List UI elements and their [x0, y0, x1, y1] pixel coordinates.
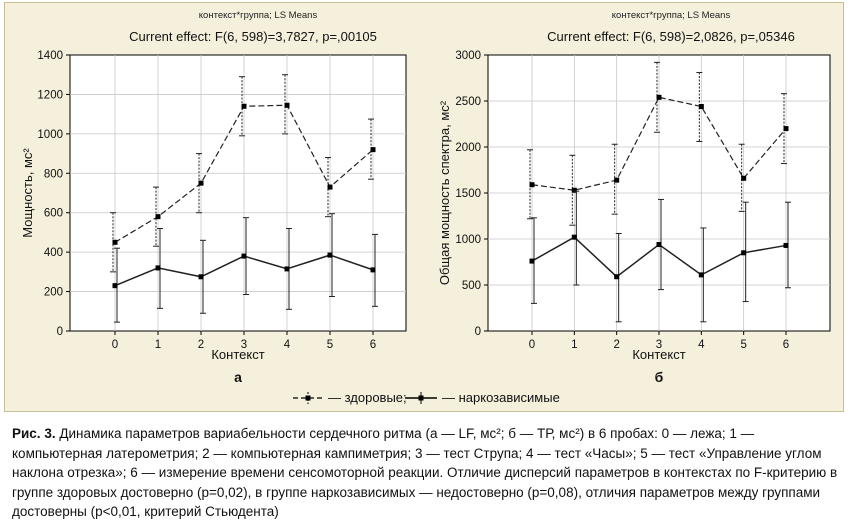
chart-b-ytick-label: 500	[462, 280, 481, 292]
chart-b-ylabel: Общая мощность спектра, мс²	[437, 100, 452, 285]
chart-b-healthy-point	[571, 187, 577, 193]
chart-b-addicted-point	[741, 250, 747, 256]
chart-a-xtick-label: 6	[370, 339, 376, 351]
chart-b-xlabel: Контекст	[632, 347, 685, 362]
chart-a-addicted-point	[284, 266, 290, 272]
chart-a-ytick-label: 800	[44, 168, 63, 180]
chart-b-ytick-label: 0	[475, 326, 481, 338]
chart-a-series	[110, 74, 378, 323]
chart-a-healthy-point	[284, 102, 290, 108]
chart-a: контекст*группа; LS Means Current effect…	[20, 10, 407, 385]
chart-a-addicted-point	[241, 253, 247, 259]
chart-b-addicted-point	[698, 272, 704, 278]
figure-panel: контекст*группа; LS Means Current effect…	[4, 2, 844, 412]
chart-a-xtick-label: 4	[284, 339, 291, 351]
chart-b-xtick-label: 5	[740, 339, 746, 351]
chart-a-ytick-label: 600	[44, 208, 63, 220]
chart-a-addicted-point	[327, 252, 333, 258]
chart-b-ytick-label: 1500	[455, 188, 481, 200]
chart-b-xtick-label: 6	[783, 339, 789, 351]
chart-b: контекст*группа; LS Means Current effect…	[437, 10, 831, 385]
chart-b-subtitle: Current effect: F(6, 598)=2,0826, p=,053…	[547, 29, 795, 44]
chart-b-ytick-label: 2000	[455, 142, 481, 154]
chart-a-xtick-label: 0	[112, 339, 118, 351]
chart-a-ylabel: Мощность, мс²	[20, 148, 35, 238]
chart-b-addicted-point	[614, 274, 620, 280]
figure-caption: Рис. 3. Динамика параметров вариабельнос…	[12, 424, 842, 522]
chart-b-xtick-label: 4	[698, 339, 705, 351]
chart-a-healthy-point	[241, 103, 247, 109]
chart-b-panel-label: б	[655, 369, 664, 385]
legend-addicted-label: — наркозависимые	[442, 390, 560, 405]
charts-canvas: контекст*группа; LS Means Current effect…	[20, 10, 831, 405]
chart-b-addicted-point	[783, 242, 789, 248]
chart-a-addicted-point	[370, 267, 376, 273]
chart-a-addicted-point	[112, 283, 118, 289]
chart-b-ytick-label: 2500	[455, 96, 481, 108]
legend-healthy-swatch	[293, 392, 323, 404]
chart-b-healthy-point	[698, 104, 704, 110]
chart-b-healthy-point	[783, 126, 789, 132]
legend: — здоровые; — наркозависимые	[293, 390, 560, 405]
chart-b-xtick-label: 2	[613, 339, 619, 351]
caption-label: Рис. 3.	[12, 426, 56, 441]
chart-a-xlabel: Контекст	[211, 347, 264, 362]
chart-a-healthy-point	[327, 184, 333, 190]
chart-b-healthy-point	[529, 182, 535, 188]
chart-a-panel-label: а	[234, 369, 242, 385]
chart-a-ytick-label: 1400	[37, 50, 63, 62]
chart-a-xtick-label: 5	[327, 339, 333, 351]
chart-b-addicted-point	[571, 234, 577, 240]
chart-a-addicted-point	[155, 265, 161, 271]
chart-a-title: контекст*группа; LS Means	[199, 10, 318, 21]
chart-b-x-ticks: 0 1 2 3 4 5 6	[529, 331, 789, 351]
chart-b-healthy-point	[656, 94, 662, 100]
chart-a-xtick-label: 3	[241, 339, 247, 351]
chart-b-healthy-point	[614, 177, 620, 183]
chart-a-y-ticks: 0 200 400 600 800 1000 1200 1400	[37, 50, 70, 338]
legend-addicted-swatch	[405, 392, 437, 404]
chart-b-addicted-point	[529, 258, 535, 264]
chart-a-addicted-point	[198, 274, 204, 280]
chart-b-y-ticks: 0 500 1000 1500 2000 2500 3000	[455, 50, 488, 338]
chart-a-healthy-point	[370, 147, 376, 153]
chart-b-series	[527, 61, 791, 323]
chart-a-subtitle: Current effect: F(6, 598)=3,7827, p=,001…	[129, 29, 377, 44]
legend-healthy-label: — здоровые;	[328, 390, 407, 405]
chart-a-ytick-label: 0	[57, 326, 63, 338]
chart-a-ytick-label: 1200	[37, 89, 63, 101]
chart-a-x-ticks: 0 1 2 3 4 5 6	[112, 331, 376, 351]
chart-b-addicted-point	[656, 242, 662, 248]
chart-b-ytick-label: 1000	[455, 234, 481, 246]
caption-text: Динамика параметров вариабельности серде…	[12, 426, 838, 519]
chart-a-plot-area	[69, 54, 407, 332]
chart-a-xtick-label: 2	[198, 339, 204, 351]
chart-a-ytick-label: 1000	[37, 129, 63, 141]
chart-a-healthy-point	[155, 214, 161, 220]
chart-b-xtick-label: 3	[656, 339, 662, 351]
chart-a-xtick-label: 1	[155, 339, 161, 351]
chart-b-ytick-label: 3000	[455, 50, 481, 62]
chart-a-ytick-label: 200	[44, 287, 63, 299]
chart-a-ytick-label: 400	[44, 247, 63, 259]
chart-a-healthy-point	[112, 239, 118, 245]
chart-b-healthy-point	[741, 175, 747, 181]
chart-a-grid	[70, 55, 406, 331]
chart-b-xtick-label: 1	[571, 339, 577, 351]
chart-a-healthy-point	[198, 180, 204, 186]
chart-b-xtick-label: 0	[529, 339, 535, 351]
chart-b-title: контекст*группа; LS Means	[612, 10, 731, 21]
